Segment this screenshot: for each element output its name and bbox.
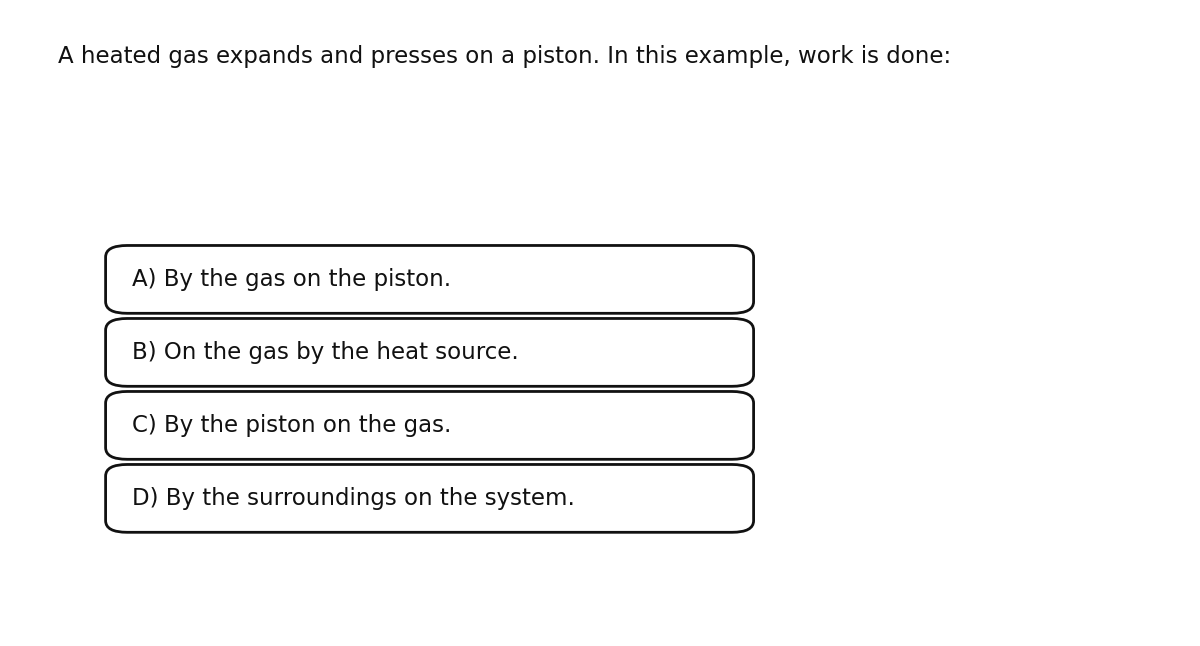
FancyBboxPatch shape [106,245,754,313]
FancyBboxPatch shape [106,318,754,386]
FancyBboxPatch shape [106,391,754,459]
Text: A heated gas expands and presses on a piston. In this example, work is done:: A heated gas expands and presses on a pi… [58,45,950,68]
Text: D) By the surroundings on the system.: D) By the surroundings on the system. [132,487,575,510]
Text: C) By the piston on the gas.: C) By the piston on the gas. [132,414,451,437]
Text: A) By the gas on the piston.: A) By the gas on the piston. [132,268,451,291]
FancyBboxPatch shape [106,464,754,532]
Text: B) On the gas by the heat source.: B) On the gas by the heat source. [132,341,518,364]
